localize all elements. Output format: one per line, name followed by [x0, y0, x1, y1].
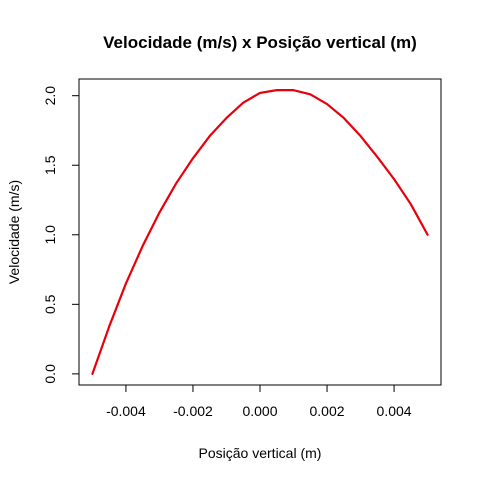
series-line	[91, 89, 429, 375]
x-tick-label: 0.002	[310, 403, 345, 419]
y-axis: 0.0 0.5 1.0 1.5 2.0	[42, 86, 80, 384]
chart-title: Velocidade (m/s) x Posição vertical (m)	[103, 33, 417, 52]
x-axis: -0.004 -0.002 0.000 0.002 0.004	[106, 384, 412, 419]
y-axis-label: Velocidade (m/s)	[6, 180, 22, 284]
x-axis-label: Posição vertical (m)	[199, 445, 322, 461]
y-tick-label: 1.0	[42, 225, 58, 245]
x-tick-label: 0.004	[377, 403, 412, 419]
y-tick-label: 2.0	[42, 86, 58, 106]
x-tick-label: -0.004	[106, 403, 146, 419]
x-tick-label: 0.000	[242, 403, 277, 419]
y-tick-label: 0.0	[42, 364, 58, 384]
y-tick-label: 1.5	[42, 155, 58, 175]
y-tick-label: 0.5	[42, 294, 58, 314]
x-tick-label: -0.002	[173, 403, 213, 419]
series-group	[91, 89, 429, 375]
